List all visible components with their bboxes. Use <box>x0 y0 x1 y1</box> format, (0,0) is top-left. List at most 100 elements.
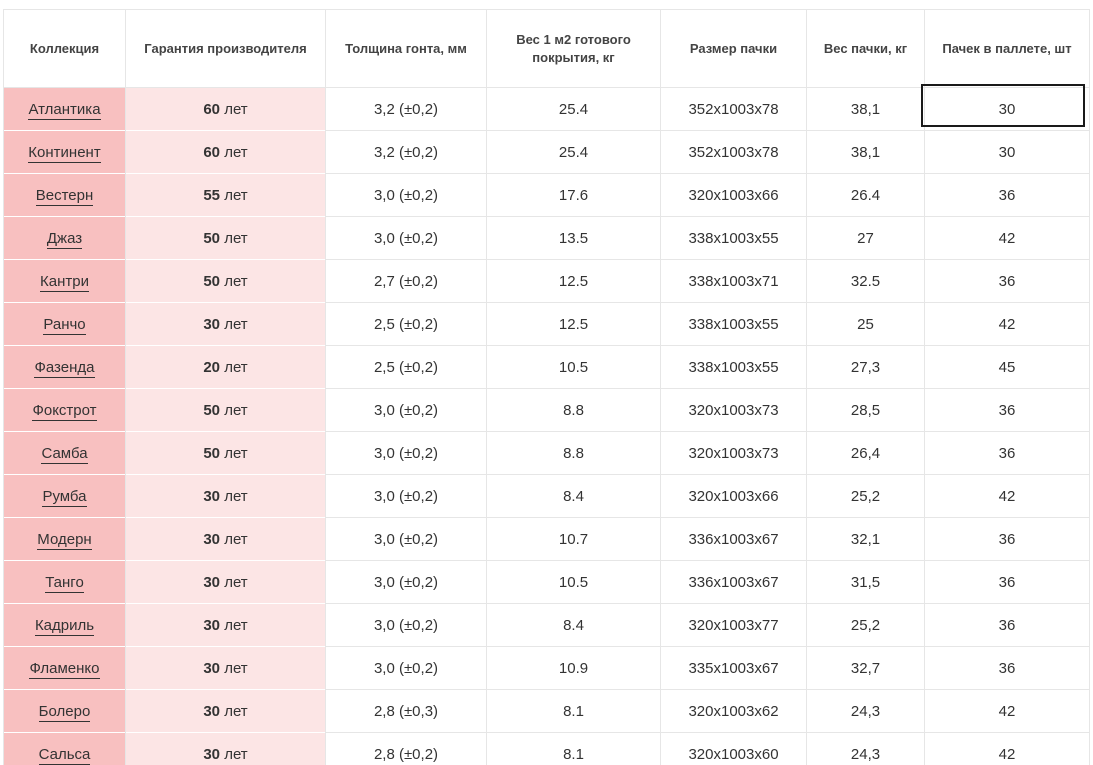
header-pack-weight: Вес пачки, кг <box>806 9 925 88</box>
packs-per-pallet-cell[interactable]: 36 <box>924 173 1090 217</box>
collection-cell: Сальса <box>3 732 126 765</box>
thickness-cell: 2,5 (±0,2) <box>325 302 487 346</box>
thickness-cell: 2,8 (±0,3) <box>325 689 487 733</box>
warranty-unit: лет <box>224 745 248 763</box>
packs-per-pallet-cell[interactable]: 36 <box>924 646 1090 690</box>
warranty-years: 30 <box>203 745 221 763</box>
collection-link[interactable]: Самба <box>41 444 88 464</box>
collection-link[interactable]: Румба <box>42 487 87 507</box>
table-row: Модерн 30 лет 3,0 (±0,2) 10.7 336x1003x67 32,… <box>3 517 1090 561</box>
collection-cell: Танго <box>3 560 126 604</box>
packs-per-pallet-cell[interactable]: 42 <box>924 732 1090 765</box>
table-row: Кантри 50 лет 2,7 (±0,2) 12.5 338x1003x71 32.… <box>3 259 1090 303</box>
pack-size-cell: 338x1003x71 <box>660 259 807 303</box>
packs-per-pallet-cell[interactable]: 42 <box>924 474 1090 518</box>
table-row: Континент 60 лет 3,2 (±0,2) 25.4 352x1003x78… <box>3 130 1090 174</box>
pack-size-cell: 335x1003x67 <box>660 646 807 690</box>
packs-per-pallet-cell[interactable]: 45 <box>924 345 1090 389</box>
weight-m2-cell: 10.9 <box>486 646 661 690</box>
pack-size-cell: 320x1003x73 <box>660 431 807 475</box>
pack-size-cell: 320x1003x66 <box>660 474 807 518</box>
warranty-unit: лет <box>224 702 248 720</box>
table-row: Болеро 30 лет 2,8 (±0,3) 8.1 320x1003x62 24,3… <box>3 689 1090 733</box>
collection-link[interactable]: Фазенда <box>34 358 95 378</box>
packs-per-pallet-cell[interactable]: 30 <box>924 87 1090 131</box>
weight-m2-cell: 12.5 <box>486 302 661 346</box>
pack-weight-cell: 32.5 <box>806 259 925 303</box>
warranty-years: 50 <box>203 444 221 462</box>
collection-link[interactable]: Вестерн <box>35 186 94 206</box>
warranty-years: 30 <box>203 616 221 634</box>
warranty-years: 50 <box>203 272 221 290</box>
pack-size-cell: 336x1003x67 <box>660 517 807 561</box>
collection-link[interactable]: Атлантика <box>28 100 101 120</box>
warranty-cell: 60 лет <box>125 130 326 174</box>
collection-link[interactable]: Ранчо <box>43 315 86 335</box>
thickness-cell: 3,0 (±0,2) <box>325 646 487 690</box>
warranty-unit: лет <box>224 573 248 591</box>
header-thickness: Толщина гонта, мм <box>325 9 487 88</box>
table-row: Самба 50 лет 3,0 (±0,2) 8.8 320x1003x73 26,4 3… <box>3 431 1090 475</box>
collection-link[interactable]: Фламенко <box>29 659 100 679</box>
packs-per-pallet-cell[interactable]: 36 <box>924 431 1090 475</box>
table-row: Танго 30 лет 3,0 (±0,2) 10.5 336x1003x67 31,5… <box>3 560 1090 604</box>
warranty-unit: лет <box>224 616 248 634</box>
warranty-years: 50 <box>203 401 221 419</box>
thickness-cell: 3,0 (±0,2) <box>325 560 487 604</box>
weight-m2-cell: 8.4 <box>486 474 661 518</box>
collection-link[interactable]: Джаз <box>46 229 83 249</box>
collection-link[interactable]: Кадриль <box>34 616 95 636</box>
packs-per-pallet-cell[interactable]: 36 <box>924 560 1090 604</box>
pack-weight-cell: 25 <box>806 302 925 346</box>
packs-per-pallet-cell[interactable]: 36 <box>924 603 1090 647</box>
collection-cell: Фокстрот <box>3 388 126 432</box>
collection-link[interactable]: Континент <box>28 143 101 163</box>
warranty-years: 55 <box>203 186 221 204</box>
weight-m2-cell: 13.5 <box>486 216 661 260</box>
table-row: Фазенда 20 лет 2,5 (±0,2) 10.5 338x1003x55 27… <box>3 345 1090 389</box>
packs-per-pallet-cell[interactable]: 36 <box>924 388 1090 432</box>
collection-link[interactable]: Танго <box>45 573 84 593</box>
thickness-cell: 3,0 (±0,2) <box>325 388 487 432</box>
pack-size-cell: 320x1003x60 <box>660 732 807 765</box>
warranty-cell: 50 лет <box>125 216 326 260</box>
warranty-years: 20 <box>203 358 221 376</box>
packs-per-pallet-cell[interactable]: 42 <box>924 302 1090 346</box>
packs-per-pallet-cell[interactable]: 36 <box>924 259 1090 303</box>
warranty-unit: лет <box>224 143 248 161</box>
packs-per-pallet-cell[interactable]: 36 <box>924 517 1090 561</box>
pack-size-cell: 336x1003x67 <box>660 560 807 604</box>
weight-m2-cell: 17.6 <box>486 173 661 217</box>
table-header-row: Коллекция Гарантия производителя Толщина… <box>3 9 1090 88</box>
warranty-cell: 50 лет <box>125 431 326 475</box>
weight-m2-cell: 25.4 <box>486 130 661 174</box>
collection-cell: Самба <box>3 431 126 475</box>
packs-per-pallet-cell[interactable]: 30 <box>924 130 1090 174</box>
warranty-cell: 50 лет <box>125 388 326 432</box>
table-row: Ранчо 30 лет 2,5 (±0,2) 12.5 338x1003x55 25 42 <box>3 302 1090 346</box>
thickness-cell: 3,0 (±0,2) <box>325 173 487 217</box>
warranty-cell: 30 лет <box>125 517 326 561</box>
collection-link[interactable]: Фокстрот <box>32 401 97 421</box>
warranty-cell: 30 лет <box>125 646 326 690</box>
collection-link[interactable]: Болеро <box>38 702 91 722</box>
warranty-cell: 30 лет <box>125 603 326 647</box>
pack-weight-cell: 38,1 <box>806 87 925 131</box>
warranty-cell: 30 лет <box>125 302 326 346</box>
pack-weight-cell: 27,3 <box>806 345 925 389</box>
collection-link[interactable]: Модерн <box>37 530 92 550</box>
header-warranty: Гарантия производителя <box>125 9 326 88</box>
packs-per-pallet-cell[interactable]: 42 <box>924 216 1090 260</box>
table-row: Фокстрот 50 лет 3,0 (±0,2) 8.8 320x1003x73 28… <box>3 388 1090 432</box>
table-row: Джаз 50 лет 3,0 (±0,2) 13.5 338x1003x55 27 42 <box>3 216 1090 260</box>
warranty-years: 50 <box>203 229 221 247</box>
collection-link[interactable]: Сальса <box>38 745 91 765</box>
warranty-unit: лет <box>224 315 248 333</box>
shingle-specs-table: Коллекция Гарантия производителя Толщина… <box>3 9 1090 765</box>
pack-size-cell: 338x1003x55 <box>660 216 807 260</box>
collection-link[interactable]: Кантри <box>40 272 89 292</box>
packs-per-pallet-cell[interactable]: 42 <box>924 689 1090 733</box>
warranty-cell: 55 лет <box>125 173 326 217</box>
thickness-cell: 2,5 (±0,2) <box>325 345 487 389</box>
